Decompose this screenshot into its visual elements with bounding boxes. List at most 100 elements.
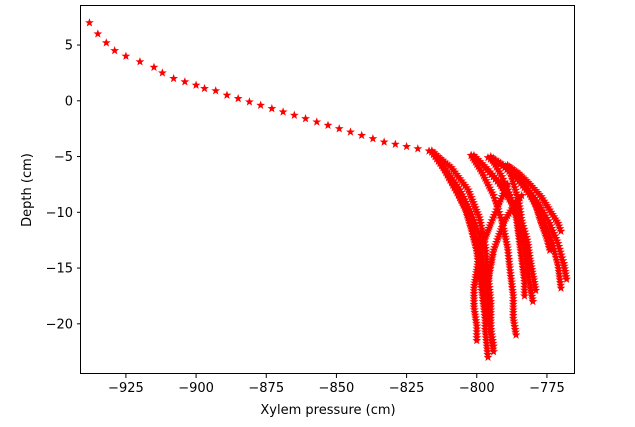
star-marker xyxy=(529,183,539,193)
star-marker xyxy=(438,160,447,170)
star-marker xyxy=(497,222,507,232)
star-marker xyxy=(543,203,553,212)
star-marker xyxy=(486,169,496,179)
x-tick-label: −900 xyxy=(178,381,214,396)
star-marker xyxy=(549,244,559,253)
star-marker xyxy=(547,223,557,233)
star-marker xyxy=(483,226,493,235)
star-marker xyxy=(500,177,509,186)
star-marker xyxy=(525,179,535,189)
star-marker xyxy=(480,163,490,172)
star-marker xyxy=(522,248,532,258)
star-marker xyxy=(452,180,462,190)
star-marker xyxy=(506,169,515,178)
star-marker xyxy=(478,240,487,249)
star-marker xyxy=(518,180,527,190)
star-marker xyxy=(553,258,562,267)
star-marker xyxy=(533,208,543,217)
star-marker xyxy=(494,200,504,209)
star-marker xyxy=(552,236,562,245)
star-marker xyxy=(456,195,466,205)
star-marker xyxy=(492,162,501,171)
star-marker xyxy=(444,161,454,170)
y-tick-label: 0 xyxy=(65,94,73,109)
star-marker xyxy=(463,185,473,194)
star-marker xyxy=(517,175,527,184)
star-marker xyxy=(470,200,479,209)
star-marker xyxy=(475,216,485,225)
star-marker xyxy=(541,198,550,208)
star-marker xyxy=(541,231,551,241)
x-tick-label: −850 xyxy=(319,381,355,396)
star-marker xyxy=(489,347,498,356)
star-marker xyxy=(543,216,553,225)
star-marker xyxy=(453,183,463,192)
star-marker xyxy=(553,238,563,248)
star-marker xyxy=(496,194,506,204)
star-marker xyxy=(466,150,476,160)
star-marker xyxy=(557,253,567,262)
star-marker xyxy=(472,156,482,165)
star-marker xyxy=(468,221,478,231)
star-marker xyxy=(475,213,484,222)
star-marker xyxy=(539,196,549,205)
star-marker xyxy=(521,240,530,250)
star-marker xyxy=(507,204,517,213)
star-marker xyxy=(485,221,495,230)
star-marker xyxy=(520,238,530,247)
star-marker xyxy=(500,215,510,224)
star-marker xyxy=(446,172,455,181)
star-marker xyxy=(541,222,551,231)
star-marker xyxy=(483,291,493,300)
star-marker xyxy=(458,190,467,199)
star-marker xyxy=(443,167,452,176)
star-marker xyxy=(447,174,457,183)
star-marker xyxy=(536,192,546,201)
star-marker xyxy=(536,218,546,228)
star-marker xyxy=(476,245,485,254)
star-marker xyxy=(455,185,465,194)
star-marker xyxy=(267,103,277,113)
star-marker xyxy=(484,223,494,233)
star-marker xyxy=(498,174,508,184)
star-marker xyxy=(454,190,463,200)
star-marker xyxy=(554,241,564,251)
star-marker xyxy=(135,57,145,66)
star-marker xyxy=(379,137,389,146)
star-marker xyxy=(548,241,558,251)
star-marker xyxy=(540,219,550,228)
star-marker xyxy=(473,161,483,171)
star-marker xyxy=(550,231,560,240)
star-marker xyxy=(530,198,539,207)
x-tick-label: −825 xyxy=(389,381,425,396)
star-marker xyxy=(427,146,437,155)
star-marker xyxy=(93,29,103,38)
star-marker xyxy=(547,236,556,245)
star-marker xyxy=(466,216,476,225)
data-points xyxy=(85,18,571,361)
star-marker xyxy=(511,185,521,195)
star-marker xyxy=(493,158,502,168)
star-marker xyxy=(482,228,492,237)
star-marker xyxy=(436,153,445,163)
star-marker xyxy=(502,238,511,247)
star-marker xyxy=(460,180,470,190)
star-marker xyxy=(110,46,120,55)
star-marker xyxy=(527,193,537,203)
star-marker xyxy=(552,255,562,264)
star-marker xyxy=(448,180,458,189)
star-marker xyxy=(508,202,518,211)
star-marker xyxy=(485,183,495,192)
star-marker xyxy=(169,73,178,83)
star-marker xyxy=(502,240,512,250)
star-marker xyxy=(492,235,502,244)
star-marker xyxy=(510,199,520,209)
star-marker xyxy=(450,167,460,176)
star-marker xyxy=(507,172,516,181)
star-marker xyxy=(524,186,533,195)
star-marker xyxy=(474,157,484,167)
star-marker xyxy=(489,190,498,200)
star-marker xyxy=(471,203,480,212)
star-marker xyxy=(507,164,516,173)
star-marker xyxy=(555,224,565,233)
